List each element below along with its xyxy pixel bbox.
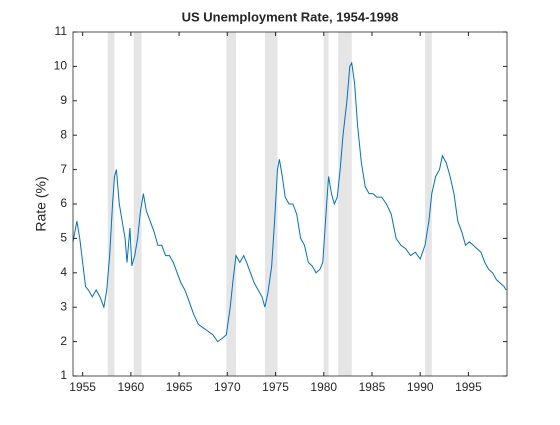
x-tick-label: 1990: [407, 380, 434, 394]
x-tick-label: 1985: [359, 380, 386, 394]
y-tick-label: 8: [60, 127, 67, 141]
x-tick-label: 1955: [69, 380, 96, 394]
y-tick-label: 4: [60, 265, 67, 279]
y-tick-label: 10: [54, 59, 68, 73]
x-tick-label: 1980: [310, 380, 337, 394]
y-tick-label: 2: [60, 334, 67, 348]
recession-band: [425, 32, 432, 376]
recession-band: [338, 32, 352, 376]
x-tick-label: 1960: [118, 380, 145, 394]
x-tick-label: 1970: [214, 380, 241, 394]
y-tick-label: 11: [55, 24, 68, 38]
x-tick-label: 1965: [166, 380, 193, 394]
recession-band: [226, 32, 236, 376]
y-axis-label: Rate (%): [33, 176, 49, 231]
x-tick-label: 1995: [455, 380, 482, 394]
y-tick-label: 6: [60, 196, 67, 210]
y-tick-label: 5: [60, 231, 67, 245]
y-tick-label: 1: [60, 368, 67, 382]
recession-band: [107, 32, 115, 376]
recession-band: [133, 32, 142, 376]
y-tick-label: 3: [60, 299, 67, 313]
y-tick-label: 9: [60, 93, 67, 107]
chart-title: US Unemployment Rate, 1954-1998: [182, 9, 399, 24]
data-line: [72, 61, 507, 343]
x-tick-label: 1975: [262, 380, 289, 394]
y-tick-label: 7: [60, 162, 67, 176]
